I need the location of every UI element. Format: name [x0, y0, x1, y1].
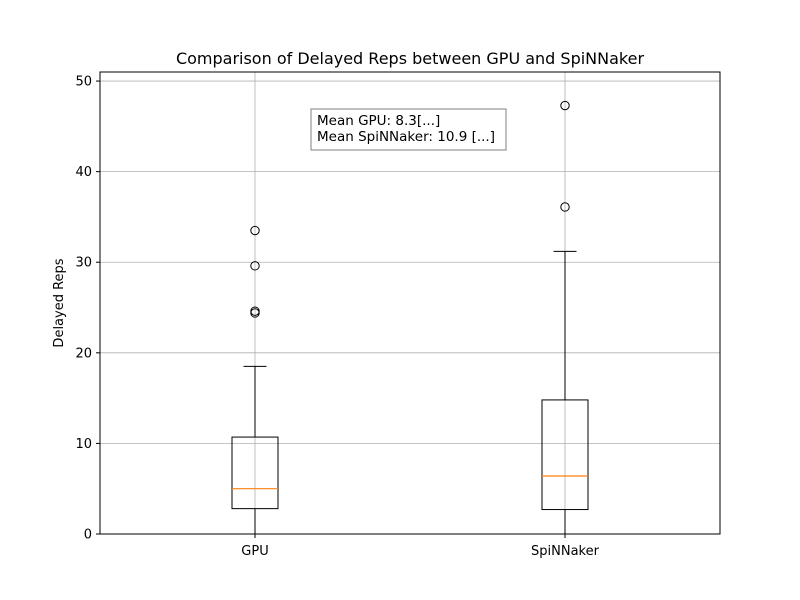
y-tick-label: 0 [84, 528, 92, 543]
annotation-line-spinnaker: Mean SpiNNaker: 10.9 [...] [317, 129, 495, 145]
annotation-frame [310, 108, 507, 151]
grid-layer [100, 72, 720, 535]
outlier-point [560, 100, 570, 111]
y-tick-label: 30 [75, 256, 92, 271]
plot-frame [99, 71, 721, 535]
x-tick-label: GPU [241, 544, 268, 559]
y-tick-label: 40 [75, 165, 92, 180]
ticks-layer: 0 10 20 30 40 50 GPU SpiNNaker [75, 75, 599, 559]
y-tick-label: 20 [75, 346, 92, 361]
x-tick-label: SpiNNaker [531, 544, 600, 559]
y-axis-label: Delayed Reps [52, 258, 67, 347]
boxes-layer [231, 100, 589, 535]
iqr-box [541, 399, 589, 511]
outlier-point [250, 225, 260, 236]
outlier-point [250, 261, 260, 271]
iqr-box [231, 436, 279, 510]
y-tick-label: 10 [75, 437, 92, 452]
y-tick-label: 50 [75, 75, 92, 90]
chart-title: Comparison of Delayed Reps between GPU a… [176, 49, 645, 68]
annotation-line-gpu: Mean GPU: 8.3[...] [317, 113, 440, 129]
annotation-box: Mean GPU: 8.3[...] Mean SpiNNaker: 10.9 … [310, 108, 507, 151]
outlier-point [560, 202, 570, 212]
outlier-point [250, 306, 260, 316]
